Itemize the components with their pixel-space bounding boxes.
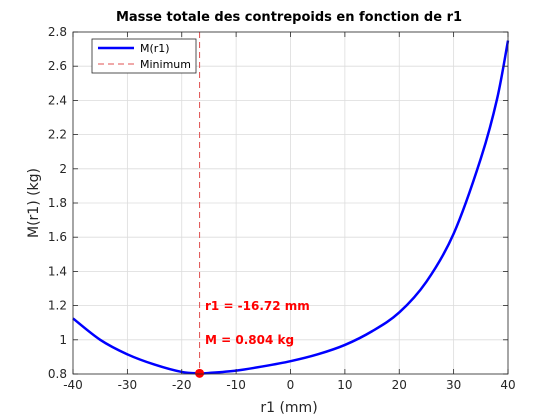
y-tick-label: 1.4 (48, 264, 67, 278)
series-line (72, 40, 510, 375)
legend-box (91, 38, 197, 74)
x-tick-label: -40 (63, 378, 83, 392)
y-tick-label: 0.8 (48, 367, 67, 381)
y-tick-label: 2.2 (48, 128, 67, 142)
y-tick-label: 1.6 (48, 230, 67, 244)
x-tick-label: -30 (118, 378, 138, 392)
x-tick-label: 0 (287, 378, 295, 392)
annotation-r1: r1 = -16.72 mm (205, 299, 310, 313)
x-tick-label: 20 (392, 378, 407, 392)
y-tick-label: 1.2 (48, 299, 67, 313)
legend: M(r1) Minimum (91, 38, 197, 74)
y-axis-label: M(r1) (kg) (26, 168, 42, 238)
y-tick-labels: 0.8 1 1.2 1.4 1.6 1.8 2 2.2 2.4 2.6 2.8 (48, 25, 67, 381)
x-tick-label: 10 (337, 378, 352, 392)
x-tick-label: 40 (500, 378, 515, 392)
plot-area (72, 32, 510, 378)
y-tick-label: 1.8 (48, 196, 67, 210)
legend-label-series: M(r1) (140, 42, 170, 55)
y-tick-label: 2.6 (48, 59, 67, 73)
y-tick-label: 2.4 (48, 93, 67, 107)
legend-label-minimum: Minimum (140, 58, 191, 71)
annotation-mass: M = 0.804 kg (205, 333, 294, 347)
y-tick-label: 2.8 (48, 25, 67, 39)
chart-title: Masse totale des contrepoids en fonction… (116, 10, 462, 25)
x-axis-label: r1 (mm) (260, 400, 317, 416)
x-tick-labels: -40 -30 -20 -10 0 10 20 30 40 (63, 378, 515, 392)
y-tick-label: 2 (59, 162, 67, 176)
y-tick-label: 1 (59, 333, 67, 347)
tick-marks (72, 31, 509, 375)
x-tick-label: -10 (226, 378, 246, 392)
grid-lines (72, 31, 509, 375)
minimum-point (195, 368, 205, 378)
x-tick-label: 30 (446, 378, 461, 392)
x-tick-label: -20 (172, 378, 192, 392)
